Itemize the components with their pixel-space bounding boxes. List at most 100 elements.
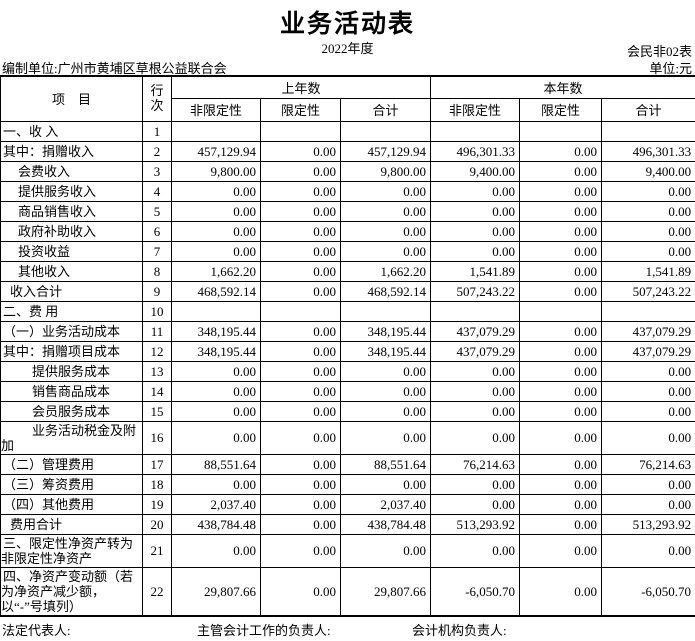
line-number-cell: 18 [142, 473, 172, 495]
value-cell: 0.00 [260, 180, 341, 202]
table-row: 提供服务成本 13 0.00 0.00 0.00 0.00 0.00 0.00 [0, 360, 695, 382]
value-cell: 468,592.14 [339, 280, 432, 302]
item-cell: （二）管理费用 [0, 453, 143, 475]
value-cell: 0.00 [519, 240, 603, 262]
value-cell [519, 300, 603, 322]
value-cell [601, 300, 695, 322]
value-cell: 0.00 [260, 280, 341, 302]
line-number-cell: 2 [142, 140, 172, 162]
value-cell: 457,129.94 [339, 140, 432, 162]
value-cell: 0.00 [601, 533, 695, 568]
value-cell: 507,243.22 [430, 280, 521, 302]
item-cell: 二、费 用 [0, 300, 143, 322]
line-number-cell: 3 [142, 160, 172, 182]
value-cell: 0.00 [339, 220, 432, 242]
value-cell: 0.00 [171, 220, 261, 242]
value-cell: 348,195.44 [171, 340, 261, 362]
table-row: 四、净资产变动额（若为净资产减少额，以“-”号填列） 22 29,807.66 0.0… [0, 566, 695, 616]
table-row: 业务活动税金及附加 16 0.00 0.00 0.00 0.00 0.00 0.00 [0, 420, 695, 455]
cur-total-header: 合计 [601, 97, 695, 122]
value-cell: 0.00 [519, 160, 603, 182]
value-cell [430, 300, 521, 322]
value-cell: 0.00 [430, 360, 521, 382]
value-cell: 0.00 [601, 240, 695, 262]
value-cell [339, 120, 432, 142]
subtitle-row: 2022年度 会民非02表 [0, 36, 695, 59]
item-column-header: 项 目 [0, 75, 143, 122]
item-cell: （三）筹资费用 [0, 473, 143, 495]
value-cell: 0.00 [260, 140, 341, 162]
value-cell: 0.00 [260, 453, 341, 475]
value-cell: 0.00 [519, 420, 603, 455]
table-row: 费用合计 20 438,784.48 0.00 438,784.48 513,293.92… [0, 513, 695, 535]
value-cell: 496,301.33 [601, 140, 695, 162]
value-cell: 348,195.44 [339, 320, 432, 342]
value-cell: 0.00 [601, 380, 695, 402]
value-cell: 513,293.92 [601, 513, 695, 535]
value-cell: 0.00 [519, 320, 603, 342]
item-cell: 其他收入 [0, 260, 143, 282]
value-cell: 0.00 [430, 533, 521, 568]
page-title: 业务活动表 [279, 11, 415, 38]
line-number-cell: 5 [142, 200, 172, 222]
value-cell: 0.00 [601, 180, 695, 202]
value-cell: 0.00 [260, 400, 341, 422]
table-row: 其他收入 8 1,662.20 0.00 1,662.20 1,541.89 0.00 1,5… [0, 260, 695, 282]
line-number-cell: 15 [142, 400, 172, 422]
item-cell: 费用合计 [0, 513, 143, 535]
table-row: 二、费 用 10 [0, 300, 695, 322]
value-cell: 1,541.89 [601, 260, 695, 282]
line-no-column-header: 行次 [142, 75, 172, 122]
value-cell: 0.00 [519, 566, 603, 616]
item-cell: （一）业务活动成本 [0, 320, 143, 342]
line-number-cell: 22 [142, 566, 172, 616]
value-cell: 0.00 [260, 260, 341, 282]
table-row: 提供服务收入 4 0.00 0.00 0.00 0.00 0.00 0.00 [0, 180, 695, 202]
table-row: 其中：捐赠项目成本 12 348,195.44 0.00 348,195.44 437,0… [0, 340, 695, 362]
table-row: （一）业务活动成本 11 348,195.44 0.00 348,195.44 437,0… [0, 320, 695, 342]
value-cell: 0.00 [171, 533, 261, 568]
line-number-cell: 13 [142, 360, 172, 382]
cur-restricted-header: 限定性 [519, 97, 603, 122]
prev-year-group-header: 上年数 [170, 75, 432, 99]
item-cell: 一、收 入 [0, 120, 143, 142]
value-cell: 0.00 [260, 380, 341, 402]
value-cell: 0.00 [339, 473, 432, 495]
value-cell: 0.00 [519, 493, 603, 515]
item-cell: 三、限定性净资产转为非限定性净资产 [0, 533, 143, 568]
value-cell: 0.00 [519, 280, 603, 302]
value-cell: 0.00 [171, 420, 261, 455]
value-cell: 0.00 [430, 493, 521, 515]
value-cell: 0.00 [339, 200, 432, 222]
value-cell: 0.00 [519, 180, 603, 202]
item-cell: 四、净资产变动额（若为净资产减少额，以“-”号填列） [0, 566, 143, 616]
item-cell: 其中：捐赠项目成本 [0, 340, 143, 362]
item-cell: 投资收益 [0, 240, 143, 262]
value-cell: 437,079.29 [430, 320, 521, 342]
line-number-cell: 16 [142, 420, 172, 455]
value-cell: 496,301.33 [430, 140, 521, 162]
value-cell: 2,037.40 [171, 493, 261, 515]
currency-unit-label: 单位:元 [649, 61, 692, 76]
value-cell: 0.00 [519, 513, 603, 535]
item-cell: 业务活动税金及附加 [0, 420, 143, 455]
value-cell: 9,800.00 [339, 160, 432, 182]
value-cell: 0.00 [260, 340, 341, 362]
value-cell: 0.00 [519, 360, 603, 382]
value-cell: 0.00 [339, 240, 432, 262]
value-cell [171, 120, 261, 142]
prev-unrestricted-header: 非限定性 [171, 97, 261, 122]
value-cell: 0.00 [339, 180, 432, 202]
value-cell: 29,807.66 [171, 566, 261, 616]
table-row: 收入合计 9 468,592.14 0.00 468,592.14 507,243.22 0… [0, 280, 695, 302]
line-number-cell: 14 [142, 380, 172, 402]
value-cell: 0.00 [260, 566, 341, 616]
value-cell: 0.00 [601, 400, 695, 422]
value-cell [171, 300, 261, 322]
value-cell: 0.00 [601, 420, 695, 455]
value-cell: 0.00 [519, 140, 603, 162]
value-cell: 0.00 [601, 220, 695, 242]
value-cell: 0.00 [260, 533, 341, 568]
value-cell: 0.00 [260, 220, 341, 242]
